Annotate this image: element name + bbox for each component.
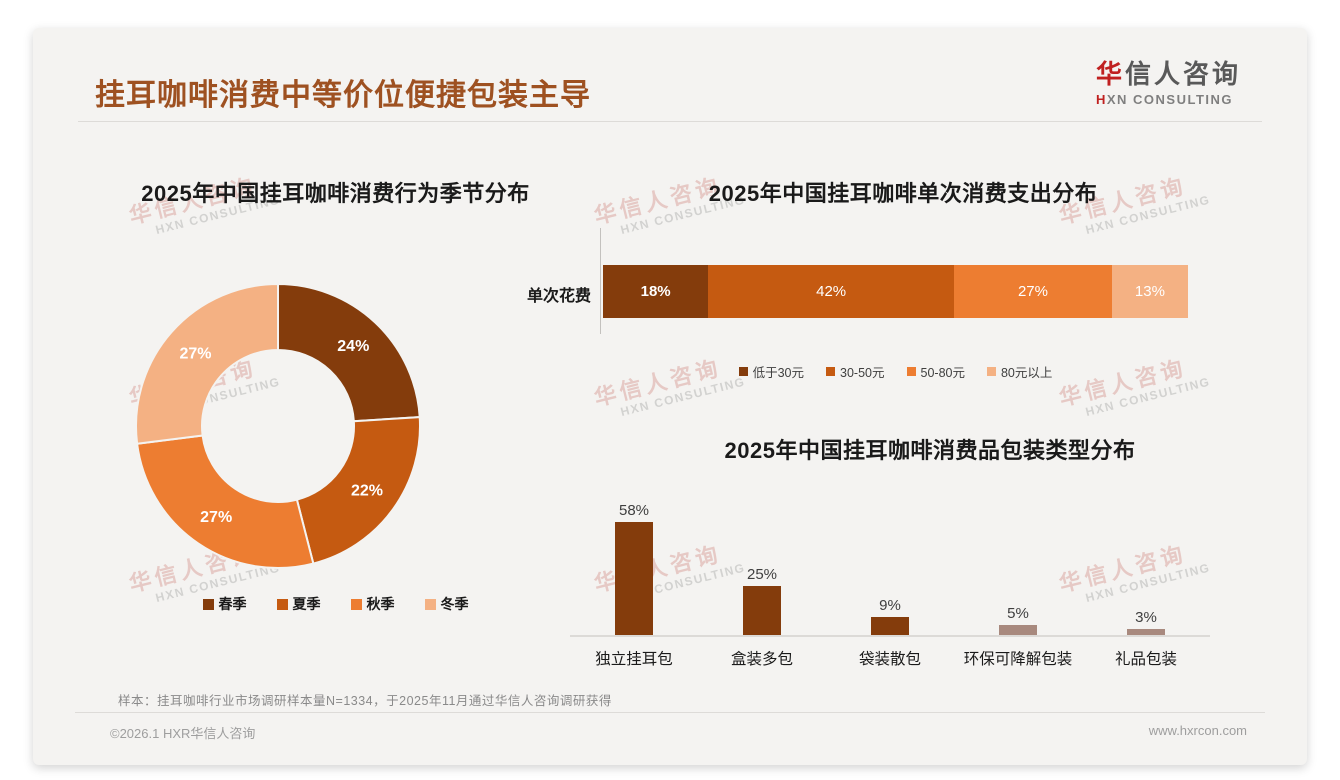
stacked-segment-低于30元: 18%	[603, 265, 709, 318]
donut-chart-title: 2025年中国挂耳咖啡消费行为季节分布	[141, 181, 530, 206]
bottom-bar: ©2026.1 HXR华信人咨询 www.hxrcon.com	[110, 723, 1247, 742]
brand-logo-cn-accent: 华	[1095, 59, 1125, 89]
bar-category-label: 盒装多包	[730, 651, 793, 668]
bar-category-label: 礼品包装	[1114, 651, 1177, 668]
donut-segment-冬季	[135, 282, 279, 445]
bar-rect	[1127, 629, 1165, 635]
brand-logo-cn: 华信人咨询	[1096, 54, 1241, 91]
bar-rect	[871, 617, 909, 635]
brand-logo: 华信人咨询 HXN CONSULTING	[1096, 54, 1241, 107]
donut-segment-label: 27%	[179, 345, 211, 362]
spend-axis-label: 单次花费	[526, 288, 591, 305]
donut-segment-秋季	[136, 434, 315, 569]
packaging-bar-chart: 58% 独立挂耳包 25% 盒装多包 9% 袋装散包 5% 环保可降解包装 3% 礼品包装	[570, 497, 1210, 668]
donut-segment-label: 22%	[351, 483, 383, 500]
legend-label: 30-50元	[840, 366, 885, 380]
sample-footnote: 样本：挂耳咖啡行业市场调研样本量N=1334，于2025年11月通过华信人咨询调…	[118, 694, 612, 708]
bar-value-label: 58%	[618, 501, 650, 519]
bar-value-label: 5%	[1007, 605, 1029, 623]
bar-slot-环保可降解包装: 5% 环保可降解包装	[954, 605, 1082, 668]
donut-segment-春季	[277, 282, 421, 423]
website-link[interactable]: www.hxrcon.com	[1148, 723, 1247, 738]
donut-segment-label: 24%	[337, 338, 369, 355]
bar-value-label: 3%	[1135, 609, 1157, 627]
brand-logo-en-accent: H	[1095, 92, 1107, 107]
footer-divider	[75, 712, 1265, 713]
donut-legend-item-冬季: 冬季	[424, 594, 469, 614]
legend-label: 低于30元	[752, 366, 805, 380]
bar-slot-盒装多包: 25% 盒装多包	[698, 566, 826, 668]
donut-segment-label: 27%	[200, 509, 232, 526]
legend-swatch-icon	[986, 367, 996, 376]
legend-swatch-icon	[276, 598, 288, 610]
legend-swatch-icon	[738, 367, 748, 376]
page-title: 挂耳咖啡消费中等价位便捷包装主导	[95, 79, 591, 112]
bar-category-label: 环保可降解包装	[963, 651, 1073, 668]
donut-legend-item-夏季: 夏季	[276, 594, 321, 614]
spend-legend-item-30-50元: 30-50元	[826, 362, 885, 381]
stacked-segment-80元以上: 13%	[1111, 265, 1188, 318]
legend-label: 50-80元	[920, 366, 965, 380]
legend-label: 夏季	[292, 596, 321, 612]
bar-category-label: 袋装散包	[858, 651, 921, 668]
legend-label: 80元以上	[1000, 366, 1053, 380]
spend-legend-item-50-80元: 50-80元	[906, 362, 965, 381]
bar-slot-独立挂耳包: 58% 独立挂耳包	[570, 501, 698, 668]
legend-swatch-icon	[424, 598, 436, 610]
legend-swatch-icon	[350, 598, 362, 610]
legend-label: 春季	[218, 596, 247, 612]
spend-chart-axis	[600, 228, 601, 334]
legend-swatch-icon	[202, 598, 214, 610]
brand-logo-en-rest: XN CONSULTING	[1106, 92, 1234, 107]
donut-legend-item-春季: 春季	[202, 594, 247, 614]
bar-value-label: 25%	[746, 566, 778, 584]
bar-rect	[615, 521, 653, 635]
stacked-segment-50-80元: 27%	[953, 265, 1112, 318]
bar-value-label: 9%	[879, 597, 901, 615]
legend-label: 冬季	[440, 596, 469, 612]
stacked-segment-30-50元: 42%	[708, 265, 954, 318]
brand-logo-cn-rest: 信人咨询	[1124, 59, 1241, 89]
bar-rect	[743, 586, 781, 635]
copyright-text: ©2026.1 HXR华信人咨询	[110, 726, 256, 741]
spend-legend-item-低于30元: 低于30元	[738, 362, 805, 381]
brand-logo-en: HXN CONSULTING	[1096, 92, 1241, 107]
spend-legend-item-80元以上: 80元以上	[986, 362, 1053, 381]
legend-swatch-icon	[906, 367, 916, 376]
donut-segment-夏季	[295, 416, 421, 565]
bar-category-label: 独立挂耳包	[595, 651, 673, 668]
bar-slot-礼品包装: 3% 礼品包装	[1082, 609, 1210, 668]
spend-legend: 低于30元 30-50元 50-80元 80元以上	[603, 362, 1188, 381]
bar-slot-袋装散包: 9% 袋装散包	[826, 597, 954, 668]
slide-card: 华信人咨询 HXN CONSULTING 华信人咨询 HXN CONSULTING 华信…	[33, 28, 1307, 765]
spend-chart-title: 2025年中国挂耳咖啡单次消费支出分布	[708, 181, 1098, 206]
bar-rect	[999, 625, 1037, 635]
season-donut-chart: 24% 22% 27% 27%	[135, 282, 421, 569]
spend-stacked-bar: 18% 42% 27% 13%	[603, 265, 1188, 318]
header-divider	[78, 121, 1262, 122]
donut-legend: 春季 夏季 秋季 冬季	[63, 594, 608, 614]
packaging-chart-title: 2025年中国挂耳咖啡消费品包装类型分布	[724, 438, 1136, 463]
donut-legend-item-秋季: 秋季	[350, 594, 395, 614]
legend-label: 秋季	[366, 596, 395, 612]
legend-swatch-icon	[826, 367, 836, 376]
